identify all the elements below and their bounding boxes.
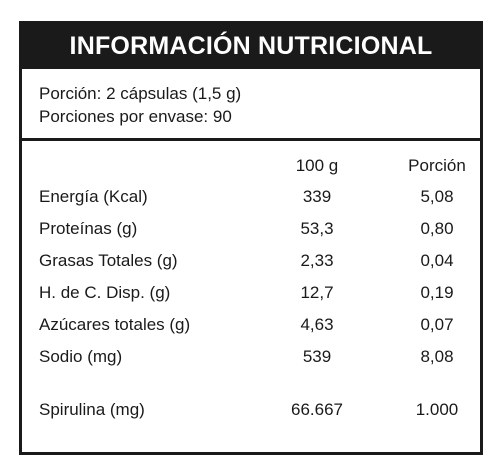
nutrient-value-100g: 4,63 bbox=[300, 315, 334, 334]
column-header-100g: 100 g bbox=[295, 156, 339, 175]
nutrient-row-total-sugars: Azúcares totales (g) 4,63 0,07 bbox=[22, 313, 480, 337]
nutrient-name: Grasas Totales (g) bbox=[39, 251, 178, 270]
nutrient-value-100g: 2,33 bbox=[300, 251, 334, 270]
nutrient-value-portion: 8,08 bbox=[420, 347, 454, 366]
nutrient-row-spirulina: Spirulina (mg) 66.667 1.000 bbox=[22, 398, 480, 422]
nutrient-name: Azúcares totales (g) bbox=[39, 315, 191, 334]
nutrient-name: Energía (Kcal) bbox=[39, 187, 148, 206]
column-header-portion: Porción bbox=[408, 156, 466, 175]
nutrient-row-carbohydrates: H. de C. Disp. (g) 12,7 0,19 bbox=[22, 281, 480, 305]
nutrient-value-portion: 5,08 bbox=[420, 187, 454, 206]
column-header-row: 100 g Porción bbox=[22, 154, 480, 178]
nutrient-row-total-fat: Grasas Totales (g) 2,33 0,04 bbox=[22, 249, 480, 273]
serving-size: Porción: 2 cápsulas (1,5 g) bbox=[39, 84, 242, 103]
serving-info: Porción: 2 cápsulas (1,5 g) Porciones po… bbox=[39, 82, 241, 128]
nutrition-title: INFORMACIÓN NUTRICIONAL bbox=[22, 24, 480, 69]
nutrient-name: H. de C. Disp. (g) bbox=[39, 283, 171, 302]
nutrient-name: Spirulina (mg) bbox=[39, 400, 145, 419]
section-divider bbox=[22, 138, 480, 141]
nutrient-row-protein: Proteínas (g) 53,3 0,80 bbox=[22, 217, 480, 241]
nutrient-row-energy: Energía (Kcal) 339 5,08 bbox=[22, 185, 480, 209]
nutrient-value-100g: 539 bbox=[302, 347, 332, 366]
nutrient-value-100g: 339 bbox=[302, 187, 332, 206]
nutrient-value-100g: 12,7 bbox=[300, 283, 334, 302]
nutrient-value-portion: 1.000 bbox=[415, 400, 459, 419]
nutrient-value-100g: 66.667 bbox=[291, 400, 343, 419]
servings-per-container: Porciones por envase: 90 bbox=[39, 107, 232, 126]
nutrient-value-portion: 0,07 bbox=[420, 315, 454, 334]
nutrient-value-portion: 0,19 bbox=[420, 283, 454, 302]
nutrient-value-portion: 0,80 bbox=[420, 219, 454, 238]
nutrition-facts-panel: INFORMACIÓN NUTRICIONAL Porción: 2 cápsu… bbox=[19, 21, 483, 455]
nutrient-row-sodium: Sodio (mg) 539 8,08 bbox=[22, 345, 480, 369]
nutrient-name: Proteínas (g) bbox=[39, 219, 138, 238]
nutrient-value-portion: 0,04 bbox=[420, 251, 454, 270]
nutrient-name: Sodio (mg) bbox=[39, 347, 123, 366]
nutrient-value-100g: 53,3 bbox=[300, 219, 334, 238]
